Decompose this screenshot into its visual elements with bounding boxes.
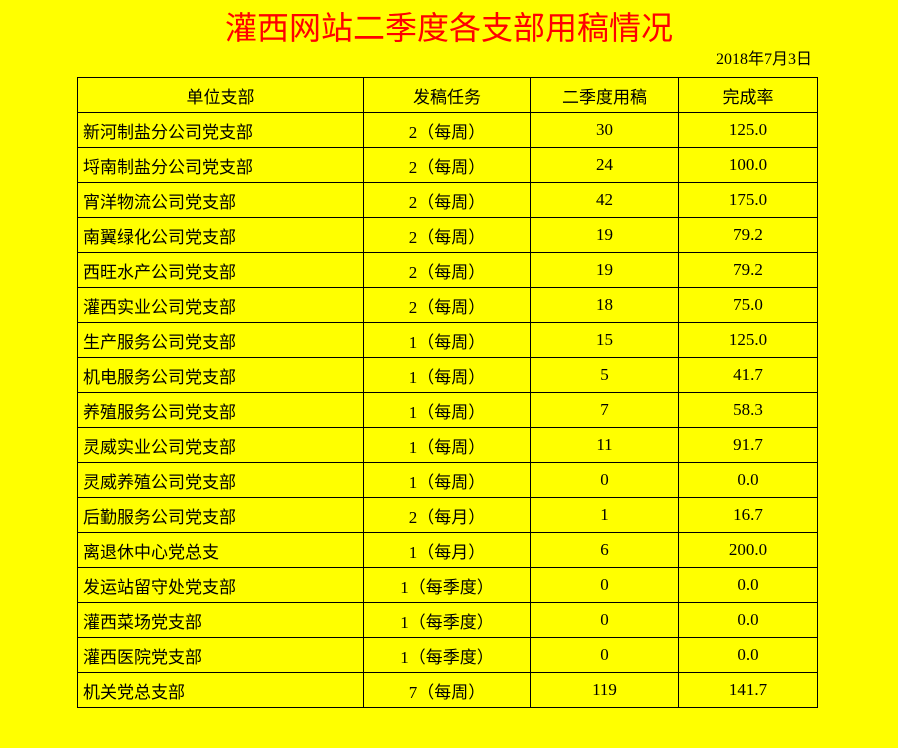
cell-unit-name: 灌西实业公司党支部: [77, 287, 364, 323]
cell-unit-name: 后勤服务公司党支部: [77, 497, 364, 533]
header-unit: 单位支部: [77, 77, 364, 113]
cell-completion-rate: 58.3: [678, 392, 818, 428]
cell-unit-name: 埒南制盐分公司党支部: [77, 147, 364, 183]
cell-unit-name: 发运站留守处党支部: [77, 567, 364, 603]
table-row: 灌西实业公司党支部 2（每周） 18 75.0: [77, 287, 818, 323]
table-row: 灵威养殖公司党支部 1（每周） 0 0.0: [77, 462, 818, 498]
cell-task: 7（每周）: [363, 672, 531, 708]
cell-unit-name: 西旺水产公司党支部: [77, 252, 364, 288]
cell-unit-name: 灌西菜场党支部: [77, 602, 364, 638]
cell-q2-count: 0: [530, 637, 679, 673]
table-row: 南翼绿化公司党支部 2（每周） 19 79.2: [77, 217, 818, 253]
cell-unit-name: 新河制盐分公司党支部: [77, 112, 364, 148]
cell-q2-count: 6: [530, 532, 679, 568]
cell-completion-rate: 200.0: [678, 532, 818, 568]
cell-unit-name: 灵威养殖公司党支部: [77, 462, 364, 498]
cell-completion-rate: 0.0: [678, 637, 818, 673]
cell-completion-rate: 141.7: [678, 672, 818, 708]
cell-q2-count: 19: [530, 217, 679, 253]
cell-completion-rate: 75.0: [678, 287, 818, 323]
cell-unit-name: 离退休中心党总支: [77, 532, 364, 568]
cell-q2-count: 0: [530, 567, 679, 603]
submission-table: 单位支部 发稿任务 二季度用稿 完成率 新河制盐分公司党支部 2（每周） 30 125…: [77, 77, 818, 708]
cell-completion-rate: 91.7: [678, 427, 818, 463]
header-task: 发稿任务: [363, 77, 531, 113]
table-row: 机关党总支部 7（每周） 119 141.7: [77, 672, 818, 708]
table-row: 养殖服务公司党支部 1（每周） 7 58.3: [77, 392, 818, 428]
cell-unit-name: 养殖服务公司党支部: [77, 392, 364, 428]
cell-completion-rate: 79.2: [678, 217, 818, 253]
cell-q2-count: 0: [530, 602, 679, 638]
cell-task: 1（每周）: [363, 427, 531, 463]
cell-q2-count: 119: [530, 672, 679, 708]
cell-completion-rate: 125.0: [678, 322, 818, 358]
cell-q2-count: 11: [530, 427, 679, 463]
cell-task: 2（每周）: [363, 217, 531, 253]
cell-q2-count: 0: [530, 462, 679, 498]
cell-task: 2（每周）: [363, 147, 531, 183]
table-row: 离退休中心党总支 1（每月） 6 200.0: [77, 532, 818, 568]
table-row: 灌西医院党支部 1（每季度） 0 0.0: [77, 637, 818, 673]
table-row: 新河制盐分公司党支部 2（每周） 30 125.0: [77, 112, 818, 148]
cell-completion-rate: 16.7: [678, 497, 818, 533]
cell-task: 1（每周）: [363, 462, 531, 498]
cell-task: 1（每周）: [363, 392, 531, 428]
cell-q2-count: 18: [530, 287, 679, 323]
cell-task: 1（每季度）: [363, 567, 531, 603]
cell-task: 1（每季度）: [363, 602, 531, 638]
report-date: 2018年7月3日: [715, 51, 812, 68]
header-row: 单位支部 发稿任务 二季度用稿 完成率: [77, 77, 818, 113]
cell-q2-count: 24: [530, 147, 679, 183]
cell-task: 2（每月）: [363, 497, 531, 533]
table-row: 灵威实业公司党支部 1（每周） 11 91.7: [77, 427, 818, 463]
cell-q2-count: 30: [530, 112, 679, 148]
cell-unit-name: 南翼绿化公司党支部: [77, 217, 364, 253]
cell-unit-name: 机电服务公司党支部: [77, 357, 364, 393]
table-row: 埒南制盐分公司党支部 2（每周） 24 100.0: [77, 147, 818, 183]
cell-task: 1（每周）: [363, 357, 531, 393]
cell-task: 2（每周）: [363, 252, 531, 288]
cell-completion-rate: 41.7: [678, 357, 818, 393]
cell-q2-count: 7: [530, 392, 679, 428]
table-row: 机电服务公司党支部 1（每周） 5 41.7: [77, 357, 818, 393]
cell-completion-rate: 79.2: [678, 252, 818, 288]
table-row: 灌西菜场党支部 1（每季度） 0 0.0: [77, 602, 818, 638]
page-title: 灌西网站二季度各支部用稿情况: [224, 10, 673, 46]
cell-q2-count: 1: [530, 497, 679, 533]
cell-completion-rate: 0.0: [678, 567, 818, 603]
cell-task: 2（每周）: [363, 287, 531, 323]
header-completion-rate: 完成率: [678, 77, 818, 113]
cell-q2-count: 42: [530, 182, 679, 218]
cell-task: 1（每季度）: [363, 637, 531, 673]
cell-unit-name: 生产服务公司党支部: [77, 322, 364, 358]
cell-task: 1（每月）: [363, 532, 531, 568]
header-q2-count: 二季度用稿: [530, 77, 679, 113]
table-row: 宵洋物流公司党支部 2（每周） 42 175.0: [77, 182, 818, 218]
cell-completion-rate: 0.0: [678, 602, 818, 638]
cell-completion-rate: 0.0: [678, 462, 818, 498]
cell-q2-count: 19: [530, 252, 679, 288]
cell-task: 1（每周）: [363, 322, 531, 358]
table-row: 发运站留守处党支部 1（每季度） 0 0.0: [77, 567, 818, 603]
cell-unit-name: 灵威实业公司党支部: [77, 427, 364, 463]
cell-q2-count: 5: [530, 357, 679, 393]
cell-unit-name: 灌西医院党支部: [77, 637, 364, 673]
table-row: 生产服务公司党支部 1（每周） 15 125.0: [77, 322, 818, 358]
cell-q2-count: 15: [530, 322, 679, 358]
cell-completion-rate: 125.0: [678, 112, 818, 148]
cell-unit-name: 机关党总支部: [77, 672, 364, 708]
table-row: 西旺水产公司党支部 2（每周） 19 79.2: [77, 252, 818, 288]
cell-completion-rate: 175.0: [678, 182, 818, 218]
table-row: 后勤服务公司党支部 2（每月） 1 16.7: [77, 497, 818, 533]
cell-completion-rate: 100.0: [678, 147, 818, 183]
cell-task: 2（每周）: [363, 182, 531, 218]
cell-unit-name: 宵洋物流公司党支部: [77, 182, 364, 218]
cell-task: 2（每周）: [363, 112, 531, 148]
